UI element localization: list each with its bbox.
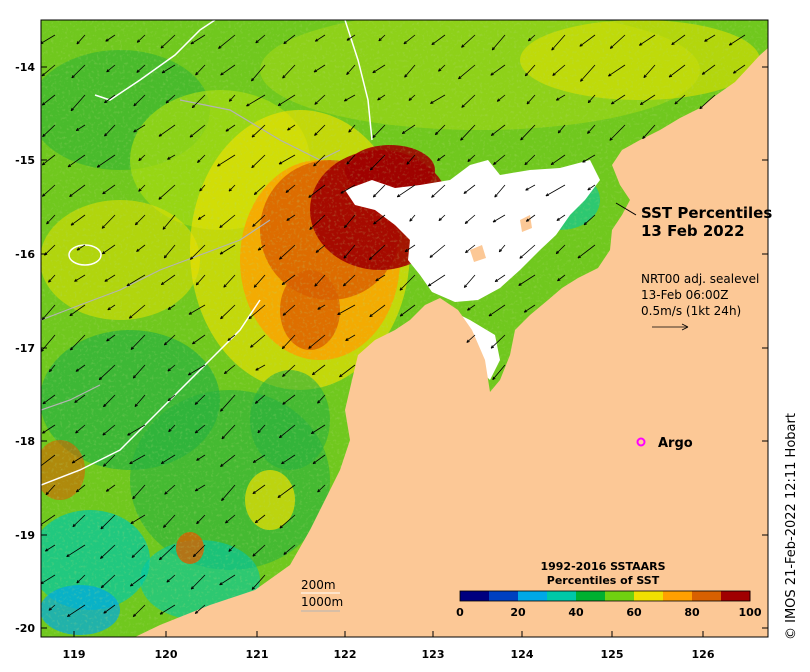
argo-label: Argo: [658, 436, 693, 451]
colorbar-segment: [605, 591, 635, 601]
lat-tick-label: -15: [15, 154, 35, 167]
contour-200m: [94, 20, 216, 101]
lon-tick-label: 122: [334, 648, 357, 661]
lon-tick-label: 120: [155, 648, 178, 661]
current-vectors: [41, 34, 746, 617]
colorbar-segment: [692, 591, 722, 601]
lon-tick-label: 124: [511, 648, 534, 661]
map-date: 13 Feb 2022: [641, 222, 745, 240]
colorbar-tick-label: 0: [456, 606, 464, 619]
contour-legend-200m: 200m: [301, 578, 336, 592]
lon-tick-label: 126: [692, 648, 715, 661]
lon-tick-label: 119: [63, 648, 86, 661]
colorbar-segment: [576, 591, 606, 601]
wind-scale-label: 0.5m/s (1kt 24h): [641, 304, 741, 318]
colorbar-tick-label: 60: [626, 606, 642, 619]
colorbar-segment: [518, 591, 548, 601]
colorbar-segment: [663, 591, 693, 601]
colorbar-tick-label: 100: [739, 606, 762, 619]
contour-legend-1000m: 1000m: [301, 595, 343, 609]
wind-source-label: NRT00 adj. sealevel: [641, 272, 759, 286]
lat-tick-label: -17: [15, 342, 35, 355]
colorbar-tick-label: 80: [684, 606, 700, 619]
colorbar-segment: [460, 591, 490, 601]
lat-tick-label: -19: [15, 529, 35, 542]
lat-axis: -14 -15 -16 -17 -18 -19 -20: [15, 61, 768, 635]
map-title: SST Percentiles: [641, 204, 772, 222]
map-frame: [40, 19, 769, 638]
colorbar-tick-label: 20: [510, 606, 526, 619]
lat-tick-label: -18: [15, 435, 35, 448]
lon-tick-label: 123: [422, 648, 445, 661]
colorbar-title: 1992-2016 SSTAARS: [540, 560, 665, 573]
contour-1000m: [179, 99, 341, 161]
lon-tick-label: 125: [601, 648, 624, 661]
lat-tick-label: -16: [15, 248, 35, 261]
wind-time-label: 13-Feb 06:00Z: [641, 288, 728, 302]
colorbar-segment: [634, 591, 664, 601]
colorbar-subtitle: Percentiles of SST: [547, 574, 660, 587]
lat-tick-label: -14: [15, 61, 35, 74]
colorbar-tick-label: 40: [568, 606, 584, 619]
missing-data-region: [345, 160, 600, 302]
colorbar-segment: [721, 591, 751, 601]
lon-axis: 119 120 121 122 123 124 125 126: [63, 631, 715, 661]
lat-tick-label: -20: [15, 622, 35, 635]
lon-tick-label: 121: [246, 648, 269, 661]
colorbar-segment: [547, 591, 577, 601]
argo-float-marker: [636, 437, 646, 447]
colorbar-segment: [489, 591, 519, 601]
scale-arrow: [652, 323, 689, 331]
credit-label: © IMOS 21-Feb-2022 12:11 Hobart: [784, 413, 799, 640]
land-area: [135, 20, 768, 637]
colorbar: 1992-2016 SSTAARS Percentiles of SST 0 2…: [456, 560, 762, 619]
